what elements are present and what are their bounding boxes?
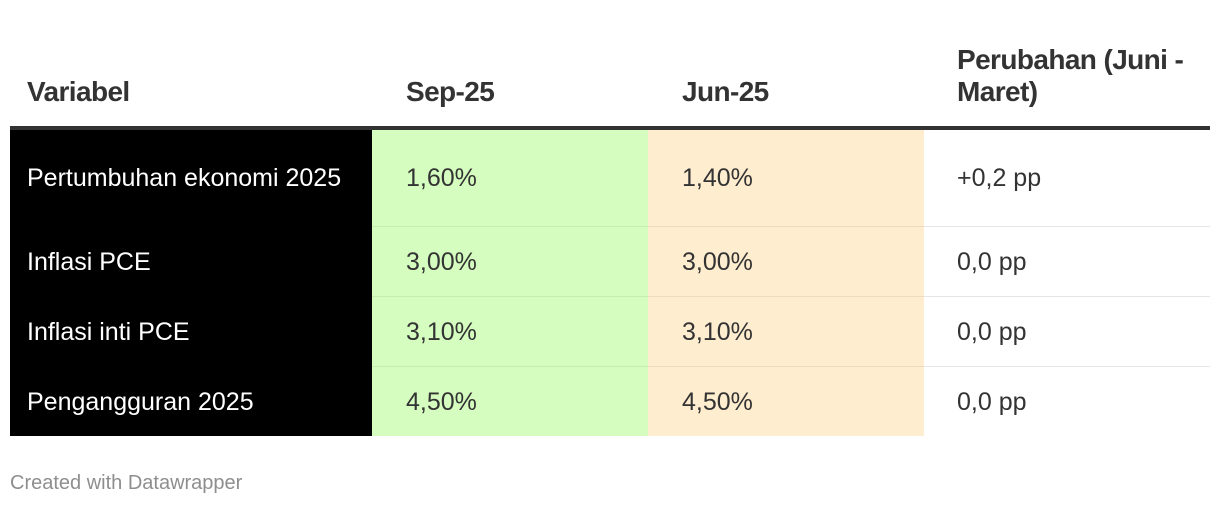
- table-row: Inflasi PCE 3,00% 3,00% 0,0 pp: [10, 226, 1210, 297]
- cell-change: 0,0 pp: [924, 366, 1210, 436]
- cell-jun-25: 3,00%: [648, 226, 924, 297]
- table-row: Pertumbuhan ekonomi 2025 1,60% 1,40% +0,…: [10, 128, 1210, 227]
- cell-sep-25: 3,00%: [372, 226, 648, 297]
- cell-variable: Pengangguran 2025: [10, 366, 372, 436]
- cell-variable: Inflasi inti PCE: [10, 296, 372, 367]
- column-header-jun-25[interactable]: Jun-25: [648, 36, 924, 130]
- column-header-sep-25[interactable]: Sep-25: [372, 36, 648, 130]
- table-row: Inflasi inti PCE 3,10% 3,10% 0,0 pp: [10, 296, 1210, 367]
- cell-change: 0,0 pp: [924, 296, 1210, 367]
- cell-change: +0,2 pp: [924, 128, 1210, 227]
- column-header-variabel[interactable]: Variabel: [10, 36, 372, 130]
- data-table: Variabel Sep-25 Jun-25 Perubahan (Juni -…: [10, 36, 1210, 436]
- table-row: Pengangguran 2025 4,50% 4,50% 0,0 pp: [10, 366, 1210, 436]
- data-table-container: Variabel Sep-25 Jun-25 Perubahan (Juni -…: [10, 36, 1210, 436]
- cell-jun-25: 4,50%: [648, 366, 924, 436]
- table-header-row: Variabel Sep-25 Jun-25 Perubahan (Juni -…: [10, 36, 1210, 130]
- cell-variable: Pertumbuhan ekonomi 2025: [10, 128, 372, 227]
- cell-sep-25: 4,50%: [372, 366, 648, 436]
- cell-change: 0,0 pp: [924, 226, 1210, 297]
- cell-variable: Inflasi PCE: [10, 226, 372, 297]
- cell-sep-25: 3,10%: [372, 296, 648, 367]
- cell-jun-25: 1,40%: [648, 128, 924, 227]
- cell-sep-25: 1,60%: [372, 128, 648, 227]
- datawrapper-credit[interactable]: Created with Datawrapper: [10, 472, 243, 494]
- cell-jun-25: 3,10%: [648, 296, 924, 367]
- column-header-perubahan[interactable]: Perubahan (Juni - Maret): [924, 36, 1210, 130]
